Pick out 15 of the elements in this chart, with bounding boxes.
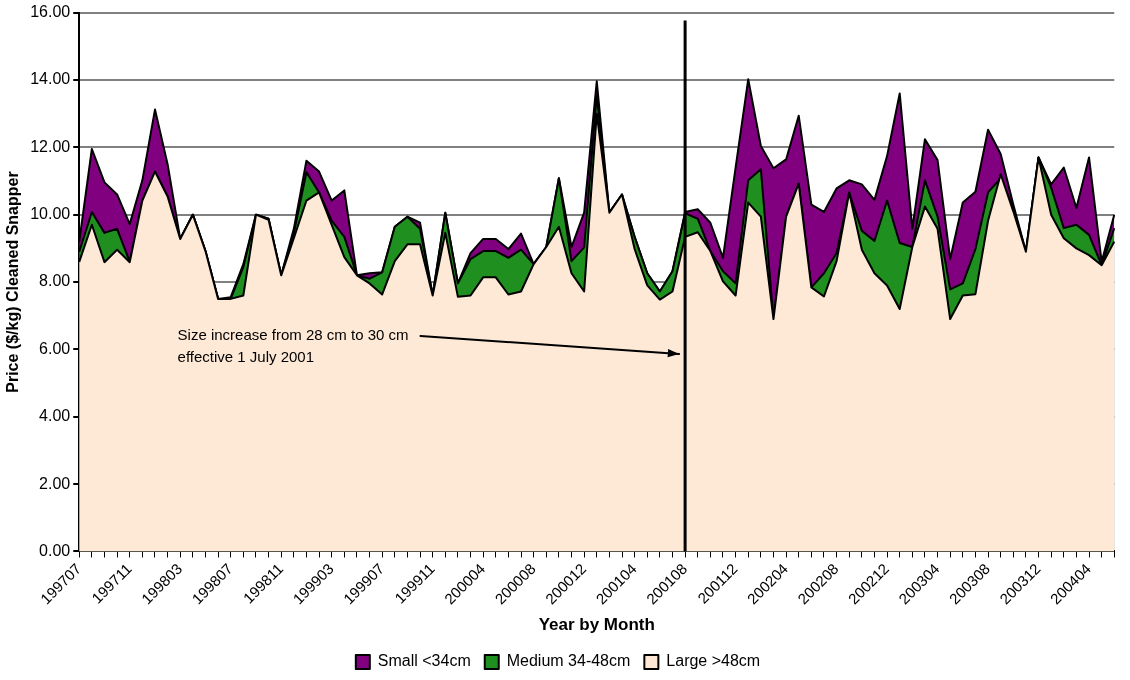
y-axis-title: Price ($/kg) Cleaned Snapper bbox=[4, 171, 22, 393]
y-tick-label: 12.00 bbox=[30, 137, 71, 155]
y-tick-label: 2.00 bbox=[39, 474, 71, 492]
annotation: Size increase from 28 cm to 30 cm effective 1 July 2001 bbox=[177, 326, 409, 366]
y-tick-label: 10.00 bbox=[30, 205, 71, 223]
legend-label: Large >48cm bbox=[666, 652, 761, 670]
y-tick-label: 4.00 bbox=[39, 407, 71, 425]
legend-label: Medium 34-48cm bbox=[506, 652, 631, 670]
legend-label: Small <34cm bbox=[377, 652, 471, 670]
x-axis-title: Year by Month bbox=[538, 615, 655, 635]
y-tick-label: 8.00 bbox=[39, 272, 71, 290]
y-tick-label: 6.00 bbox=[39, 339, 71, 357]
y-tick-label: 16.00 bbox=[30, 3, 71, 21]
y-tick-label: 0.00 bbox=[39, 541, 71, 559]
y-tick-label: 14.00 bbox=[30, 70, 71, 88]
